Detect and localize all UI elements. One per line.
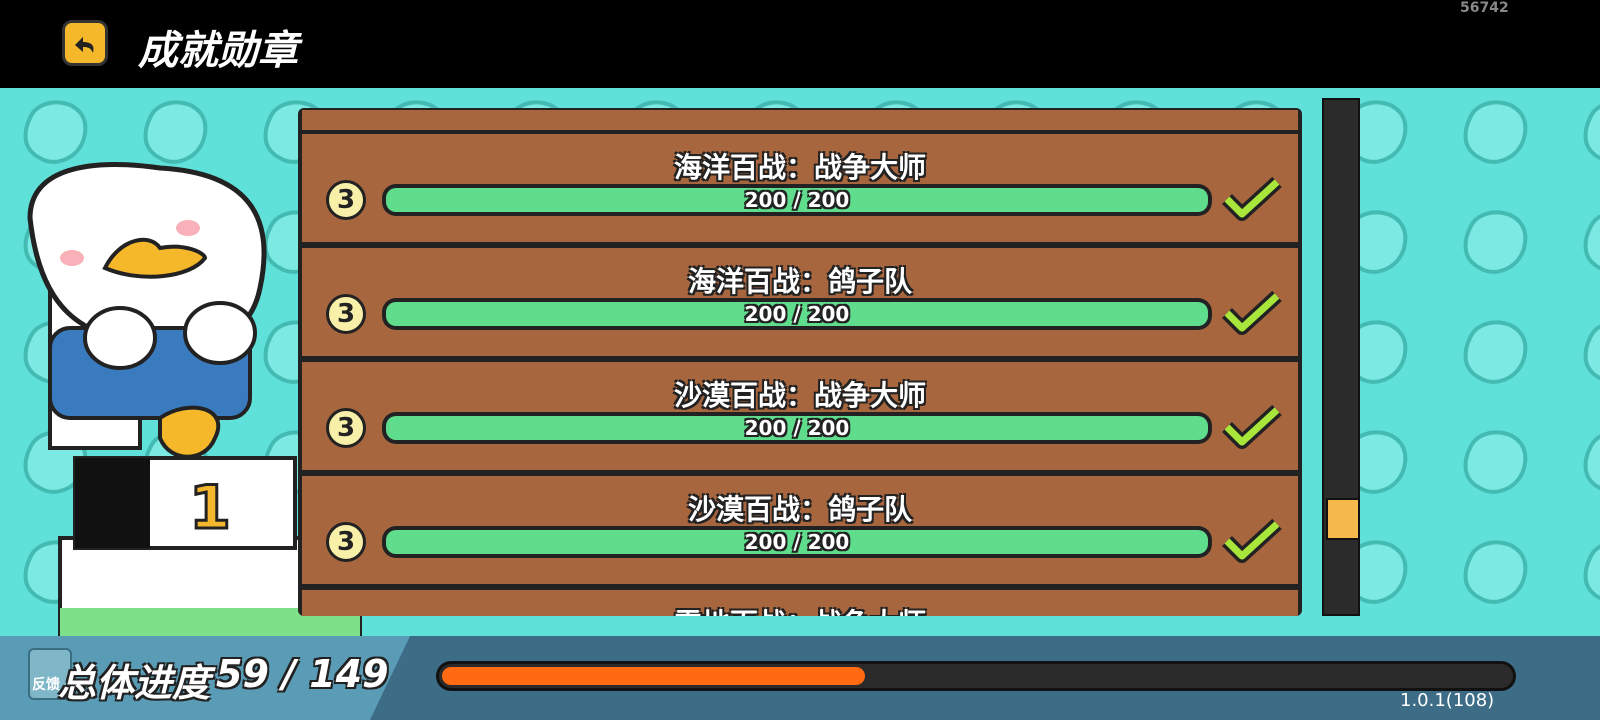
progress-label: 200 / 200 [744, 530, 850, 554]
achievement-name: 沙漠百战：战争大师 [673, 379, 926, 412]
progress-label: 200 / 200 [744, 188, 850, 212]
top-bar [0, 0, 1600, 88]
achievement-row: 沙漠百战：鸽子队 3 200 / 200 [302, 476, 1298, 584]
achievement-row: 海洋百战：鸽子队 3 200 / 200 [302, 248, 1298, 356]
page-title: 成就勋章 [138, 28, 298, 74]
achievement-name: 海洋百战：鸽子队 [687, 265, 912, 298]
progress-track: 200 / 200 [382, 526, 1212, 558]
check-icon [1222, 174, 1282, 224]
progress-label: 200 / 200 [744, 416, 850, 440]
check-shape [1222, 176, 1282, 221]
overall-progress-track [436, 661, 1516, 691]
check-icon [1222, 516, 1282, 566]
progress-fill [386, 188, 1208, 212]
achievement-panel: 海洋百战：战争大师 3 200 / 200 海洋百战：鸽子队 3 200 / 200 沙漠百… [298, 108, 1302, 616]
check-icon [1222, 288, 1282, 338]
achievement-row: 沙漠百战：战争大师 3 200 / 200 [302, 362, 1298, 470]
progress-fill [386, 416, 1208, 440]
level-badge: 3 [326, 180, 366, 220]
check-icon [1222, 402, 1282, 452]
svg-text:1: 1 [189, 473, 231, 543]
scroll-thumb[interactable] [1326, 498, 1360, 540]
version: 1.0.1(108) [1400, 690, 1495, 711]
back-button[interactable] [62, 20, 108, 66]
bottom-left-panel [0, 636, 410, 720]
progress-label: 200 / 200 [744, 302, 850, 326]
progress-fill [386, 302, 1208, 326]
progress-fill [386, 530, 1208, 554]
check-shape [1222, 518, 1282, 563]
panel-top-strip [302, 110, 1298, 130]
build-id: 56742 [1460, 0, 1509, 16]
feedback-label: 反馈 [32, 677, 60, 693]
feedback-button[interactable]: 反馈 [28, 648, 72, 700]
scrollbar[interactable] [1322, 98, 1360, 616]
overall-progress-fill [442, 667, 865, 685]
achievement-row: 雪地百战：战争大师 [302, 590, 1298, 616]
check-shape [1222, 404, 1282, 449]
achievement-name: 海洋百战：战争大师 [673, 151, 926, 184]
back-icon [75, 37, 94, 53]
progress-track: 200 / 200 [382, 298, 1212, 330]
achievement-name: 沙漠百战：鸽子队 [687, 493, 912, 526]
level-badge: 3 [326, 408, 366, 448]
overall-count: 59 / 149 [216, 652, 389, 696]
achievement-name: 雪地百战：战争大师 [302, 602, 1298, 616]
progress-track: 200 / 200 [382, 184, 1212, 216]
level-badge: 3 [326, 522, 366, 562]
level-badge: 3 [326, 294, 366, 334]
overall-label: 总体进度 [58, 661, 211, 705]
progress-track: 200 / 200 [382, 412, 1212, 444]
achievement-row: 海洋百战：战争大师 3 200 / 200 [302, 134, 1298, 242]
check-shape [1222, 290, 1282, 335]
